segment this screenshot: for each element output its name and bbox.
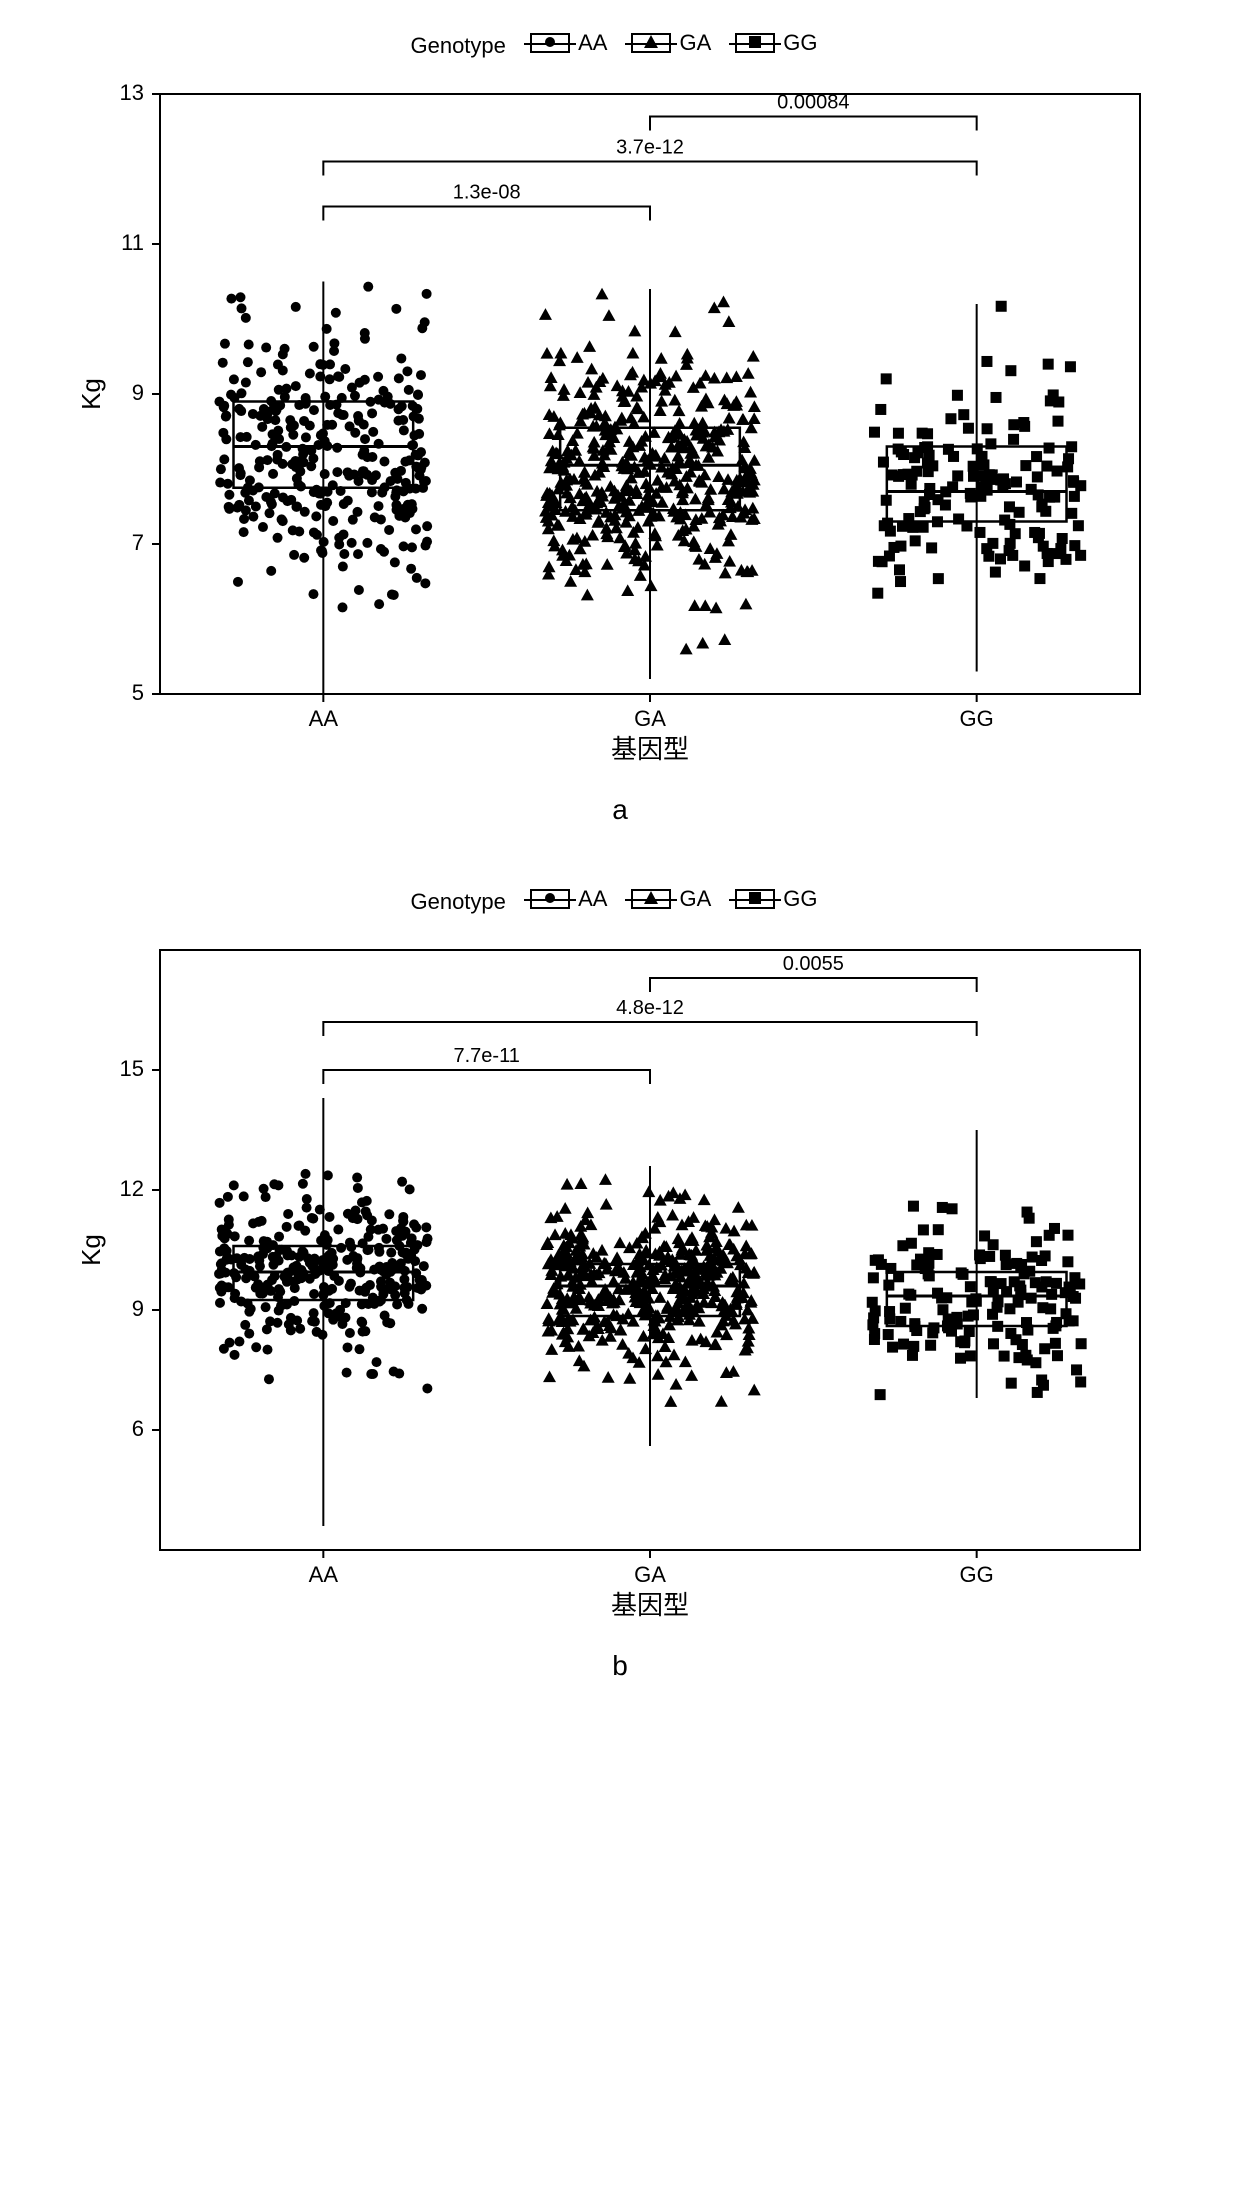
y-tick-label: 13 — [120, 80, 144, 105]
chart-area: 6 9 12 15 Kg AA GA GG 基因型 7.7e-11 4.8e-12 0.0055 — [70, 930, 1170, 1630]
legend-label: AA — [578, 30, 607, 56]
panel-b: Genotype AA GA GG 6 9 12 15 Kg AA GA GG 基因型 7.7e-11 4… — [20, 886, 1220, 1682]
x-axis-label: 基因型 — [611, 734, 689, 764]
y-axis-label: Kg — [76, 1234, 106, 1266]
x-axis-label: 基因型 — [611, 1590, 689, 1620]
legend-item: AA — [530, 886, 607, 912]
y-tick-label: 9 — [132, 380, 144, 405]
legend-item: AA — [530, 30, 607, 56]
legend: Genotype AA GA GG — [20, 886, 1220, 915]
panel-a: Genotype AA GA GG 5 7 9 11 13 Kg AA GA GG 基因型 1.3e-08… — [20, 30, 1220, 826]
chart-svg: 5 7 9 11 13 Kg AA GA GG 基因型 1.3e-08 3.7e-12 0.00084 — [70, 74, 1170, 774]
panels-host: Genotype AA GA GG 5 7 9 11 13 Kg AA GA GG 基因型 1.3e-08… — [20, 30, 1220, 1682]
panel-label: a — [20, 794, 1220, 826]
legend-item: GA — [631, 30, 711, 56]
y-tick-label: 7 — [132, 530, 144, 555]
y-tick-label: 12 — [120, 1176, 144, 1201]
chart-svg: 6 9 12 15 Kg AA GA GG 基因型 7.7e-11 4.8e-12 0.0055 — [70, 930, 1170, 1630]
y-tick-label: 6 — [132, 1416, 144, 1441]
x-tick-label: AA — [309, 1562, 339, 1587]
x-tick-label: AA — [309, 706, 339, 731]
pvalue-label: 0.00084 — [777, 92, 849, 114]
y-tick-label: 5 — [132, 680, 144, 705]
pvalue-label: 3.7e-12 — [616, 137, 684, 159]
y-tick-label: 15 — [120, 1056, 144, 1081]
figure-container: Genotype AA GA GG 5 7 9 11 13 Kg AA GA GG 基因型 1.3e-08… — [20, 30, 1220, 1682]
pvalue-label: 0.0055 — [783, 953, 844, 975]
legend-label: GG — [783, 886, 817, 912]
x-tick-label: GG — [960, 706, 994, 731]
chart-area: 5 7 9 11 13 Kg AA GA GG 基因型 1.3e-08 3.7e-12 0.00084 — [70, 74, 1170, 774]
pvalue-label: 1.3e-08 — [453, 182, 521, 204]
y-tick-label: 9 — [132, 1296, 144, 1321]
legend-title: Genotype — [410, 33, 505, 58]
pvalue-label: 7.7e-11 — [453, 1045, 519, 1067]
legend: Genotype AA GA GG — [20, 30, 1220, 59]
legend-label: GA — [679, 886, 711, 912]
legend-item: GA — [631, 886, 711, 912]
x-tick-label: GA — [634, 1562, 666, 1587]
y-axis-label: Kg — [76, 378, 106, 410]
legend-item: GG — [735, 886, 817, 912]
pvalue-label: 4.8e-12 — [616, 997, 684, 1019]
legend-label: GA — [679, 30, 711, 56]
x-tick-label: GG — [960, 1562, 994, 1587]
legend-title: Genotype — [410, 889, 505, 914]
legend-label: AA — [578, 886, 607, 912]
legend-label: GG — [783, 30, 817, 56]
panel-label: b — [20, 1650, 1220, 1682]
y-tick-label: 11 — [121, 230, 144, 255]
x-tick-label: GA — [634, 706, 666, 731]
legend-item: GG — [735, 30, 817, 56]
